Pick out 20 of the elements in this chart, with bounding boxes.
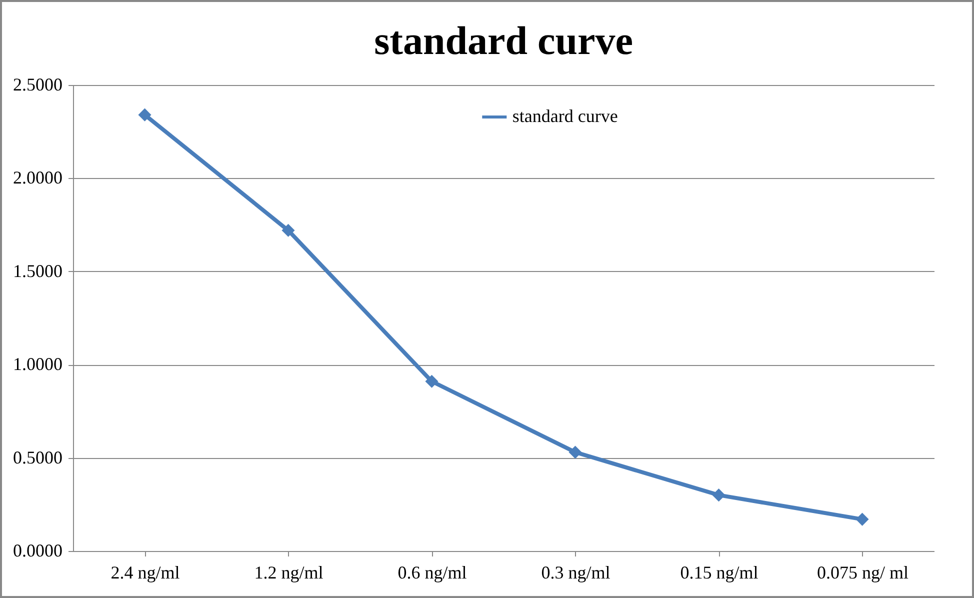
point xyxy=(856,512,869,526)
chart-title: standard curve xyxy=(374,18,633,63)
y-tick-label: 1.5000 xyxy=(13,260,62,281)
x-tick-label: 0.075 ng/ ml xyxy=(816,562,909,582)
x-tick-label: 0.3 ng/ml xyxy=(541,562,610,582)
y-tick-label: 2.5000 xyxy=(13,74,62,94)
x-tick-label: 0.15 ng/ml xyxy=(680,562,758,582)
y-tick-label: 1.0000 xyxy=(13,354,62,374)
point xyxy=(282,224,295,237)
point xyxy=(712,488,726,502)
y-tick-label: 0.5000 xyxy=(13,447,62,468)
point xyxy=(425,374,438,388)
y-tick-label: 2.0000 xyxy=(13,168,62,188)
legend-label: standard curve xyxy=(512,106,618,126)
x-tick-label: 2.4 ng/ml xyxy=(110,562,180,582)
point xyxy=(138,108,152,122)
x-tick-label: 0.6 ng/ml xyxy=(398,562,467,582)
x-tick-label: 1.2 ng/ml xyxy=(254,562,324,582)
point xyxy=(568,446,582,459)
y-tick-label: 0.0000 xyxy=(13,540,62,560)
